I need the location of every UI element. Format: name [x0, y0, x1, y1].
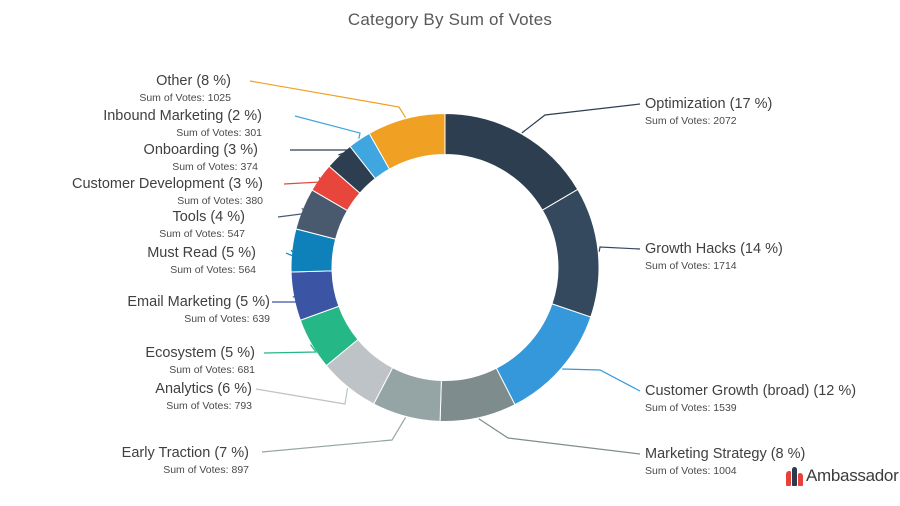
callout-label: Onboarding (3 %)	[143, 142, 258, 158]
callout-ecosystem[interactable]: Ecosystem (5 %) Sum of Votes: 681	[145, 345, 255, 377]
callout-value: Sum of Votes: 564	[170, 264, 256, 276]
callout-other[interactable]: Other (8 %) Sum of Votes: 1025	[139, 73, 231, 105]
callout-value: Sum of Votes: 301	[176, 127, 262, 139]
callout-label: Early Traction (7 %)	[121, 445, 249, 461]
callout-label: Optimization (17 %)	[645, 96, 773, 112]
callout-value: Sum of Votes: 2072	[645, 115, 737, 127]
leader-line	[263, 344, 318, 354]
brand-logo: Ambassador	[786, 466, 899, 486]
callout-label: Marketing Strategy (8 %)	[645, 446, 806, 462]
callout-inbound-marketing[interactable]: Inbound Marketing (2 %) Sum of Votes: 30…	[103, 108, 262, 140]
callout-value: Sum of Votes: 681	[169, 364, 255, 376]
leader-line	[562, 368, 641, 392]
callout-value: Sum of Votes: 793	[166, 400, 252, 412]
callout-label: Tools (4 %)	[172, 209, 245, 225]
donut-slice[interactable]	[541, 188, 600, 318]
callout-label: Must Read (5 %)	[147, 245, 256, 261]
callout-onboarding[interactable]: Onboarding (3 %) Sum of Votes: 374	[144, 142, 258, 174]
leader-line	[277, 207, 311, 218]
callout-label: Analytics (6 %)	[155, 381, 252, 397]
callout-label: Customer Growth (broad) (12 %)	[645, 383, 857, 399]
callout-label: Growth Hacks (14 %)	[645, 241, 783, 257]
callout-value: Sum of Votes: 639	[184, 313, 270, 325]
leader-line	[290, 149, 353, 156]
callout-value: Sum of Votes: 1539	[645, 402, 737, 414]
callout-marketing-strategy[interactable]: Marketing Strategy (8 %) Sum of Votes: 1…	[645, 446, 805, 478]
callout-analytics[interactable]: Analytics (6 %) Sum of Votes: 793	[155, 381, 252, 413]
callout-email-marketing[interactable]: Email Marketing (5 %) Sum of Votes: 639	[127, 294, 270, 326]
callout-label: Email Marketing (5 %)	[127, 294, 270, 310]
callout-value: Sum of Votes: 380	[177, 195, 263, 207]
leader-line	[249, 80, 407, 118]
callout-tools[interactable]: Tools (4 %) Sum of Votes: 547	[159, 209, 245, 241]
callout-value: Sum of Votes: 1714	[645, 260, 737, 272]
ambassador-flame-icon	[786, 466, 803, 486]
brand-name: Ambassador	[806, 466, 899, 485]
callout-optimization[interactable]: Optimization (17 %) Sum of Votes: 2072	[645, 96, 772, 128]
leader-line	[285, 249, 301, 260]
callout-customer-development[interactable]: Customer Development (3 %) Sum of Votes:…	[72, 176, 263, 208]
callout-early-traction[interactable]: Early Traction (7 %) Sum of Votes: 897	[122, 445, 249, 477]
callout-value: Sum of Votes: 897	[163, 464, 249, 476]
callout-value: Sum of Votes: 1025	[139, 92, 231, 104]
callout-must-read[interactable]: Must Read (5 %) Sum of Votes: 564	[147, 245, 256, 277]
callout-growth-hacks[interactable]: Growth Hacks (14 %) Sum of Votes: 1714	[645, 241, 783, 273]
leader-line	[255, 387, 349, 405]
donut-slice[interactable]	[444, 112, 579, 211]
donut-slices[interactable]	[290, 112, 600, 422]
leader-line	[598, 246, 641, 252]
leader-line	[521, 103, 641, 134]
callout-label: Ecosystem (5 %)	[145, 345, 255, 361]
leader-lines	[249, 80, 641, 455]
leader-line	[261, 417, 407, 453]
leader-line	[478, 418, 641, 455]
callout-label: Other (8 %)	[156, 73, 231, 89]
leader-line	[283, 176, 322, 185]
callout-customer-growth-broad[interactable]: Customer Growth (broad) (12 %) Sum of Vo…	[645, 383, 856, 415]
callout-value: Sum of Votes: 374	[172, 161, 258, 173]
page-title: Category By Sum of Votes	[347, 10, 553, 29]
donut-slice[interactable]	[368, 112, 446, 170]
donut-slice[interactable]	[495, 303, 592, 406]
callout-label: Customer Development (3 %)	[72, 176, 263, 192]
callout-label: Inbound Marketing (2 %)	[103, 108, 262, 124]
leader-line	[272, 296, 324, 303]
callout-value: Sum of Votes: 1004	[645, 465, 737, 477]
callout-value: Sum of Votes: 547	[159, 228, 245, 240]
leader-line	[294, 115, 361, 139]
